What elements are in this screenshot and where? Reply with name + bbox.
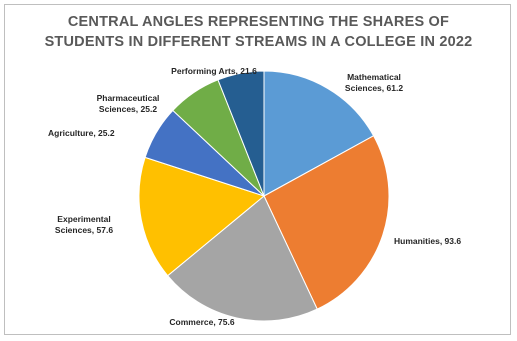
slice-label-6: Performing Arts, 21.6 — [171, 66, 257, 76]
slice-label-4: Agriculture, 25.2 — [48, 128, 115, 138]
chart-title-line-1: CENTRAL ANGLES REPRESENTING THE SHARES O… — [67, 14, 450, 30]
slice-label-2: Commerce, 75.6 — [169, 317, 234, 327]
pie-slice-1 — [263, 135, 390, 310]
pie-slice-3 — [138, 156, 266, 277]
slice-label-5-line-1: Sciences, 25.2 — [99, 104, 157, 114]
chart-title: CENTRAL ANGLES REPRESENTING THE SHARES O… — [5, 12, 512, 52]
slice-label-2-line-0: Commerce, 75.6 — [169, 317, 234, 327]
slice-label-0-line-1: Sciences, 61.2 — [345, 83, 403, 93]
pie-slice-6 — [217, 70, 265, 197]
chart-title-line-2: STUDENTS IN DIFFERENT STREAMS IN A COLLE… — [44, 34, 473, 50]
slice-label-1: Humanities, 93.6 — [394, 236, 461, 246]
slice-label-0-line-0: Mathematical — [347, 72, 401, 82]
slice-label-1-line-0: Humanities, 93.6 — [394, 236, 461, 246]
slice-label-3: Experimental Sciences, 57.6 — [55, 214, 113, 235]
slice-label-3-line-0: Experimental — [57, 214, 110, 224]
slice-label-4-line-0: Agriculture, 25.2 — [48, 128, 115, 138]
slice-label-0: Mathematical Sciences, 61.2 — [345, 72, 403, 93]
slice-label-5-line-0: Pharmaceutical — [97, 93, 160, 103]
pie-slice-2 — [166, 195, 318, 322]
slice-label-5: Pharmaceutical Sciences, 25.2 — [97, 93, 160, 114]
pie-labels: Mathematical Sciences, 61.2 Humanities, 93… — [48, 66, 461, 327]
pie-slice-0 — [263, 70, 375, 197]
slice-label-3-line-1: Sciences, 57.6 — [55, 225, 113, 235]
slice-label-6-line-0: Performing Arts, 21.6 — [171, 66, 257, 76]
pie-slices — [138, 70, 390, 322]
